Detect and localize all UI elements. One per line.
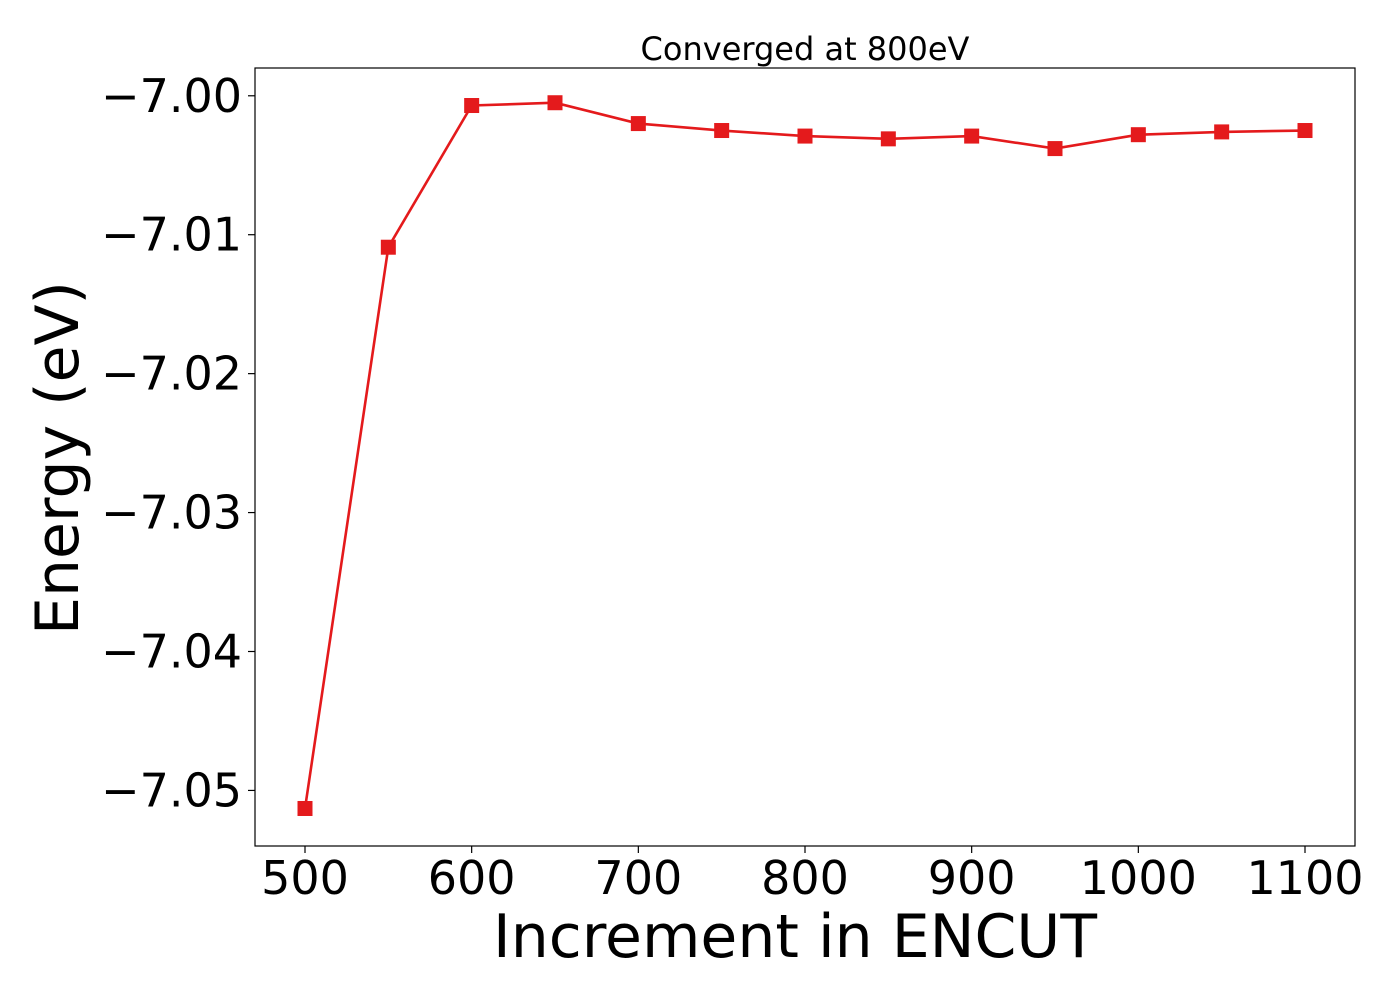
- data-point: [964, 128, 980, 144]
- y-tick-label: −7.00: [101, 69, 242, 123]
- series-layer: [297, 95, 1313, 816]
- x-axis-label: Increment in ENCUT: [493, 902, 1097, 972]
- data-point: [1047, 141, 1063, 157]
- data-point: [797, 128, 813, 144]
- data-point: [630, 116, 646, 132]
- data-point: [880, 131, 896, 147]
- plot-frame: [254, 67, 1356, 847]
- chart-title: Converged at 800eV: [641, 30, 970, 68]
- x-tick-label: 900: [928, 851, 1016, 905]
- series-line: [303, 101, 1306, 809]
- data-point: [547, 95, 563, 111]
- x-tick-label: 600: [428, 851, 516, 905]
- data-point: [1297, 123, 1313, 139]
- x-tick-label: 1000: [1080, 851, 1197, 905]
- x-tick-label: 800: [761, 851, 849, 905]
- x-axis: 500 600 700 800 900 1000 1100: [261, 846, 1364, 905]
- data-point: [464, 98, 480, 114]
- y-tick-label: −7.01: [101, 208, 242, 262]
- y-axis: −7.00 −7.01 −7.02 −7.03 −7.04 −7.05: [101, 69, 255, 817]
- x-tick-label: 500: [261, 851, 349, 905]
- y-tick-label: −7.03: [101, 486, 242, 540]
- data-point: [714, 123, 730, 139]
- y-axis-label: Energy (eV): [23, 281, 93, 635]
- y-tick-label: −7.02: [101, 347, 242, 401]
- data-point: [380, 239, 396, 255]
- x-tick-label: 1100: [1246, 851, 1363, 905]
- y-tick-label: −7.04: [101, 625, 242, 679]
- y-tick-label: −7.05: [101, 763, 242, 817]
- data-point: [1130, 127, 1146, 143]
- x-tick-label: 700: [594, 851, 682, 905]
- data-point: [1214, 124, 1230, 140]
- data-point: [297, 800, 313, 816]
